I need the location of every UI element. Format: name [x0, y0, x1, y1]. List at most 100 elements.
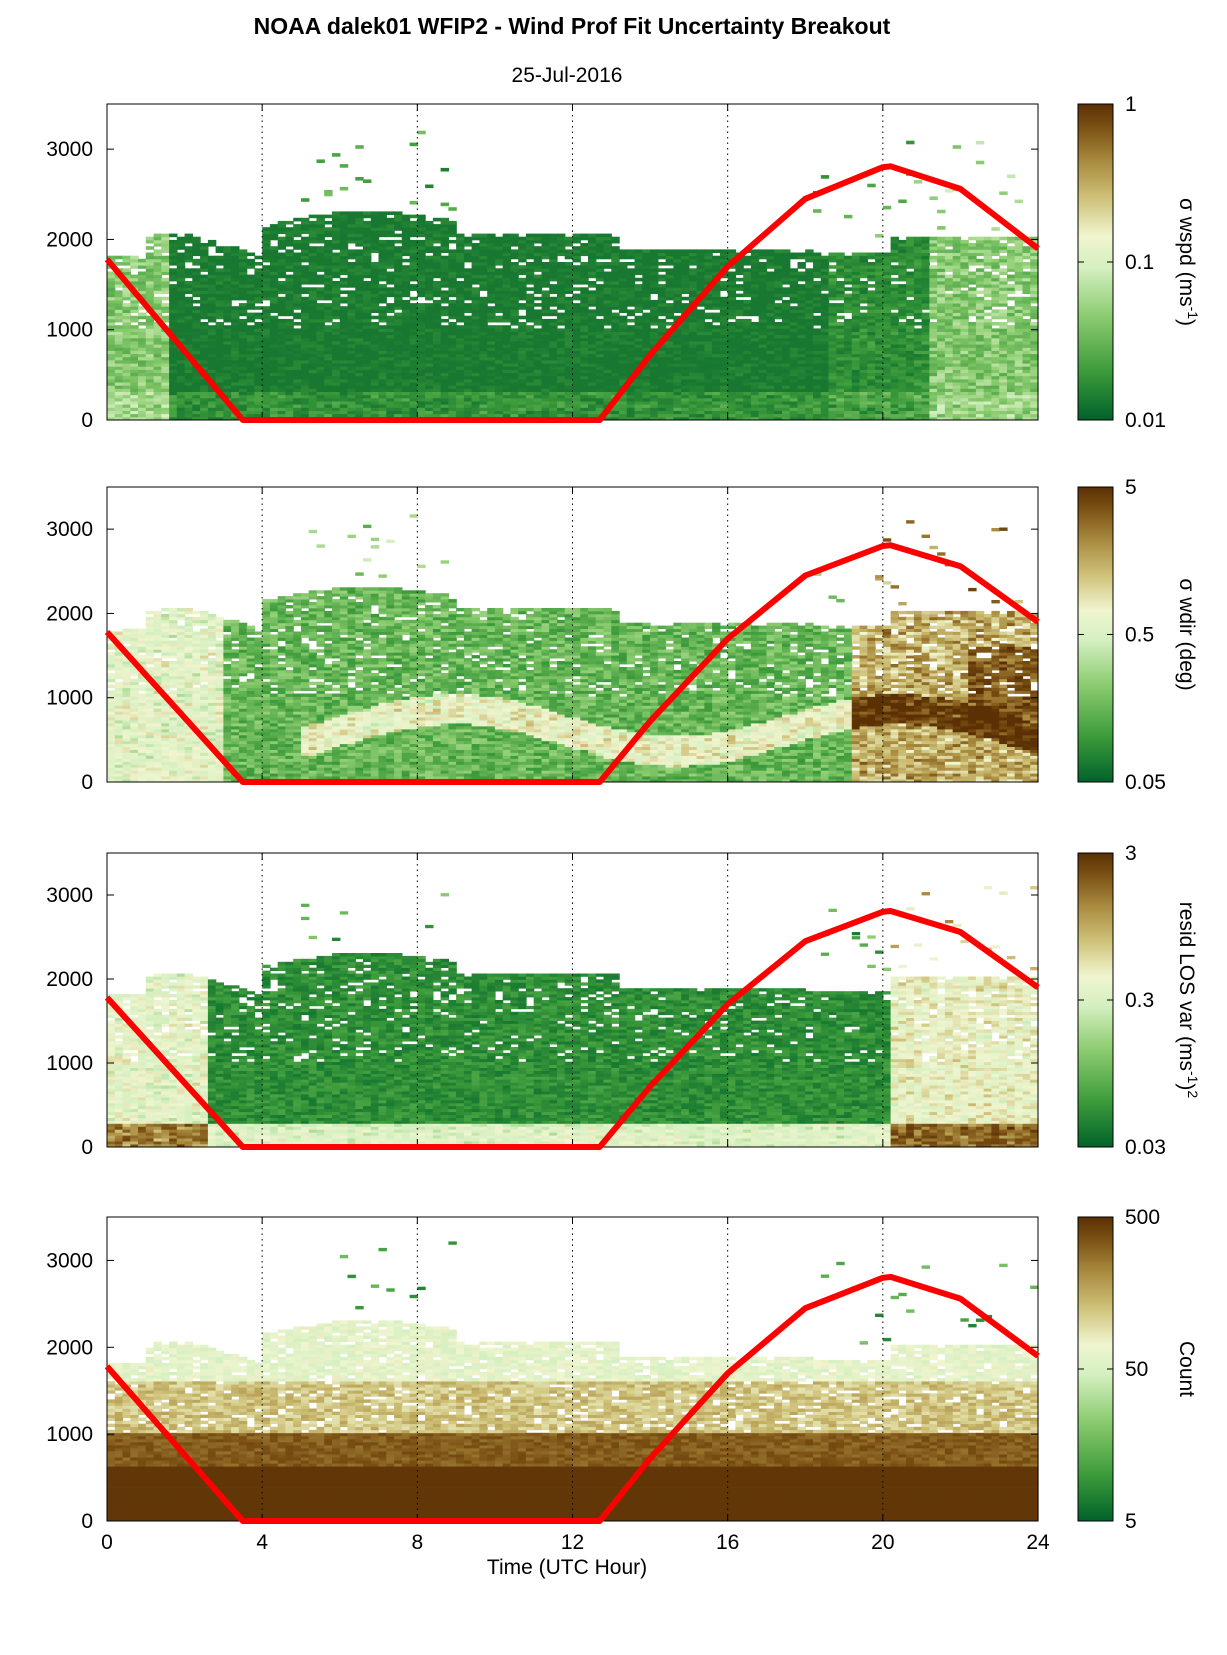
heatmap-cell — [262, 366, 271, 370]
heatmap-cell — [339, 233, 349, 238]
heatmap-cell — [494, 243, 504, 247]
heatmap-cell — [246, 391, 256, 396]
heatmap-cell — [184, 309, 193, 313]
heatmap-cell — [518, 328, 527, 332]
heatmap-cell — [735, 366, 744, 370]
heatmap-cell — [440, 284, 449, 288]
heatmap-cell — [704, 378, 713, 383]
heatmap-cell — [782, 391, 791, 396]
heatmap-cell — [704, 353, 713, 358]
heatmap-cell — [200, 309, 209, 313]
heatmap-cell — [122, 271, 131, 276]
heatmap-cell — [448, 277, 457, 282]
heatmap-cell — [650, 375, 659, 380]
heatmap-cell — [223, 363, 232, 367]
heatmap-cell — [603, 331, 612, 336]
heatmap-cell — [308, 382, 318, 386]
heatmap-cell — [487, 293, 496, 298]
heatmap-cell — [386, 325, 395, 329]
heatmap-cell — [789, 360, 799, 364]
heatmap-cell — [332, 366, 341, 370]
heatmap-cell — [564, 312, 574, 317]
heatmap-cell — [355, 290, 364, 294]
heatmap-cell — [200, 312, 209, 317]
heatmap-cell — [502, 334, 512, 339]
heatmap-cell — [541, 262, 550, 266]
heatmap-cell — [487, 344, 496, 348]
heatmap-cell — [518, 391, 527, 396]
heatmap-cell — [510, 344, 519, 348]
heatmap-cell — [378, 325, 387, 329]
heatmap-cell — [642, 397, 651, 402]
heatmap-cell — [440, 230, 449, 234]
heatmap-cell — [363, 363, 372, 367]
heatmap-cell — [176, 252, 186, 257]
heatmap-cell — [448, 207, 457, 211]
heatmap-cell — [316, 227, 325, 231]
heatmap-cell — [487, 281, 496, 285]
heatmap-cell — [339, 236, 349, 241]
heatmap-cell — [774, 265, 783, 269]
heatmap-cell — [564, 243, 574, 247]
heatmap-cell — [448, 328, 457, 332]
heatmap-cell — [370, 394, 380, 399]
heatmap-cell — [324, 255, 333, 260]
heatmap-cell — [308, 249, 318, 253]
heatmap-cell — [130, 277, 139, 282]
heatmap-cell — [456, 271, 465, 276]
heatmap-cell — [487, 372, 496, 377]
heatmap-cell — [479, 322, 488, 326]
heatmap-cell — [394, 353, 403, 358]
heatmap-cell — [735, 369, 744, 373]
heatmap-cell — [262, 274, 271, 279]
heatmap-cell — [750, 341, 760, 345]
heatmap-cell — [712, 325, 721, 329]
heatmap-cell — [471, 246, 480, 250]
heatmap-cell — [572, 407, 581, 411]
heatmap-cell — [324, 318, 333, 323]
heatmap-cell — [332, 274, 341, 279]
heatmap-cell — [285, 318, 294, 323]
heatmap-cell — [735, 331, 744, 336]
heatmap-cell — [223, 258, 232, 263]
heatmap-cell — [308, 388, 318, 392]
heatmap-cell — [238, 255, 248, 260]
heatmap-cell — [207, 318, 217, 323]
heatmap-cell — [200, 378, 209, 383]
heatmap-cell — [549, 325, 558, 329]
heatmap-cell — [169, 372, 178, 377]
heatmap-cell — [750, 312, 760, 317]
heatmap-cell — [494, 413, 504, 418]
heatmap-cell — [471, 322, 480, 326]
heatmap-cell — [324, 328, 333, 332]
heatmap-cell — [262, 397, 271, 402]
heatmap-cell — [782, 410, 791, 415]
heatmap-cell — [805, 341, 814, 345]
heatmap-cell — [735, 353, 744, 358]
heatmap-cell — [293, 369, 302, 373]
heatmap-cell — [712, 350, 721, 355]
heatmap-cell — [774, 401, 783, 405]
heatmap-cell — [192, 290, 201, 294]
heatmap-cell — [766, 255, 775, 260]
heatmap-cell — [448, 372, 457, 377]
heatmap-cell — [207, 413, 217, 418]
heatmap-cell — [176, 277, 186, 282]
heatmap-cell — [611, 255, 620, 260]
heatmap-cell — [657, 350, 667, 355]
heatmap-cell — [619, 303, 628, 307]
heatmap-cell — [611, 344, 620, 348]
heatmap-cell — [269, 328, 279, 332]
heatmap-cell — [223, 360, 232, 364]
heatmap-cell — [347, 274, 356, 279]
heatmap-cell — [107, 397, 116, 402]
heatmap-cell — [557, 236, 566, 241]
heatmap-cell — [130, 385, 139, 389]
heatmap-cell — [463, 328, 473, 332]
heatmap-cell — [572, 366, 581, 370]
heatmap-cell — [425, 385, 434, 389]
heatmap-cell — [688, 363, 698, 367]
heatmap-cell — [269, 350, 279, 355]
heatmap-cell — [471, 334, 480, 339]
heatmap-cell — [673, 306, 682, 310]
